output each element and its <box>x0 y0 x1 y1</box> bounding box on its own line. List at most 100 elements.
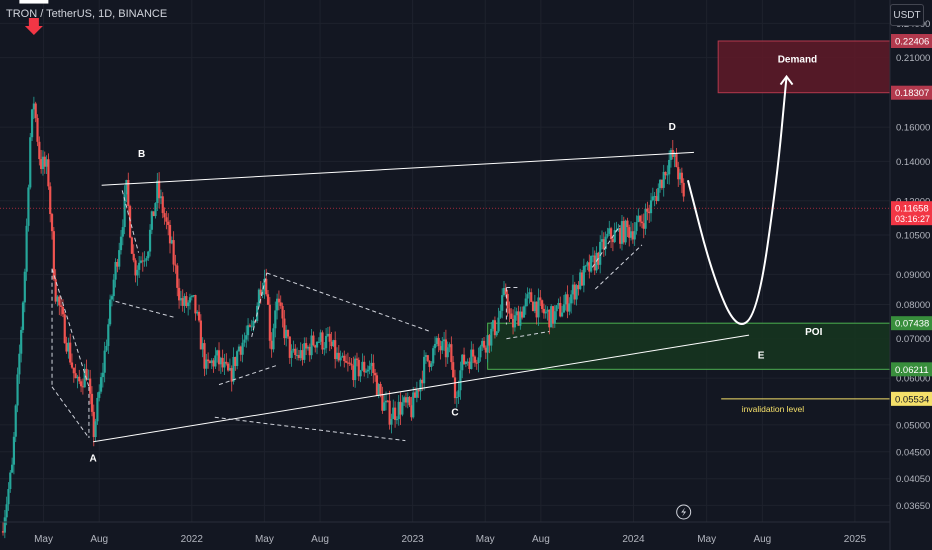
currency-unit-button[interactable]: USDT <box>890 4 924 26</box>
candle-body <box>70 362 74 368</box>
candle-body <box>613 230 616 243</box>
candle-body <box>152 211 155 217</box>
x-tick-label: Aug <box>532 534 550 545</box>
candle-body <box>513 315 516 328</box>
candle-body <box>314 345 317 348</box>
candle-body <box>577 285 580 290</box>
candle-body <box>16 374 19 406</box>
candle-body <box>368 366 371 370</box>
candle-body <box>241 342 244 355</box>
candle-body <box>433 343 437 349</box>
candle-body <box>243 339 246 343</box>
candle-body <box>252 320 255 327</box>
candle-body <box>461 354 464 371</box>
invalidation-label: invalidation level <box>742 404 804 414</box>
candle-body <box>522 306 526 318</box>
candle-body <box>550 306 553 328</box>
start-label: Start <box>24 0 45 2</box>
candle-body <box>27 187 30 226</box>
candle-body <box>127 179 130 207</box>
candle-body <box>537 297 540 318</box>
candle-body <box>76 376 79 379</box>
candle-body <box>511 318 515 328</box>
candle-body <box>508 308 511 314</box>
candle-body <box>212 360 215 367</box>
candle-body <box>148 229 152 252</box>
x-tick-label: Aug <box>90 534 108 545</box>
candle-body <box>448 344 451 348</box>
candle-body <box>121 227 124 237</box>
candle-body <box>276 298 279 311</box>
candle-body <box>441 341 444 351</box>
candle-body <box>78 376 81 382</box>
y-tick-label: 0.08000 <box>896 300 930 311</box>
candle-body <box>488 335 491 346</box>
price-tag-label: 0.22406 <box>895 37 929 48</box>
candle-body <box>379 384 382 395</box>
candle-body <box>348 362 351 364</box>
candle-body <box>85 368 88 380</box>
candle-body <box>548 309 551 328</box>
candle-body <box>341 355 344 358</box>
candle-body <box>608 228 611 234</box>
candle-body <box>116 261 119 267</box>
candle-body <box>11 464 14 473</box>
candle-body <box>344 361 348 363</box>
candle-body <box>593 255 596 271</box>
candle-body <box>297 355 300 359</box>
y-tick-label: 0.16000 <box>896 123 930 134</box>
candle-body <box>72 367 75 374</box>
countdown-label: 03:16:27 <box>895 214 930 224</box>
price-tag <box>891 362 932 377</box>
x-tick-label: 2024 <box>622 534 645 545</box>
candle-body <box>381 394 384 411</box>
candle-body <box>651 196 654 201</box>
candle-body <box>67 342 70 352</box>
candle-body <box>199 320 202 350</box>
candle-body <box>23 271 26 303</box>
candle-body <box>464 361 467 365</box>
candle-body <box>639 215 642 222</box>
candle-body <box>45 159 48 167</box>
candle-body <box>103 350 106 373</box>
candle-body <box>257 289 261 306</box>
candle-body <box>268 304 271 341</box>
candle-body <box>114 261 117 280</box>
candle-body <box>139 260 143 263</box>
flash-bolt-icon <box>681 507 687 517</box>
candle-body <box>384 400 388 403</box>
candle-body <box>568 303 571 312</box>
candle-body <box>355 358 359 360</box>
candle-body <box>393 407 397 420</box>
candle-body <box>392 407 395 420</box>
candle-body <box>658 179 662 189</box>
candle-body <box>423 356 426 384</box>
point-label: Demand <box>778 54 817 65</box>
candle-body <box>188 297 192 303</box>
candle-body <box>305 343 308 349</box>
candle-body <box>439 346 442 351</box>
candle-body <box>619 227 622 244</box>
candle-body <box>303 343 306 360</box>
candle-body <box>147 251 150 259</box>
candle-body <box>473 356 477 363</box>
candle-body <box>20 329 23 354</box>
candle-body <box>277 298 281 303</box>
candle-body <box>187 302 190 307</box>
candle-body <box>375 375 379 396</box>
candle-body <box>535 301 538 318</box>
candle-body <box>370 362 373 367</box>
y-tick-label: 0.06000 <box>896 374 930 385</box>
candle-body <box>354 358 357 381</box>
candle-body <box>406 397 409 403</box>
candle-body <box>168 224 172 244</box>
candle-body <box>366 369 369 372</box>
dashed-pattern-line <box>214 416 406 442</box>
candle-body <box>495 331 498 336</box>
candle-body <box>640 221 644 224</box>
candle-body <box>544 311 547 314</box>
candle-body <box>136 269 139 276</box>
y-tick-label: 0.05000 <box>896 420 930 431</box>
candle-body <box>452 362 455 378</box>
